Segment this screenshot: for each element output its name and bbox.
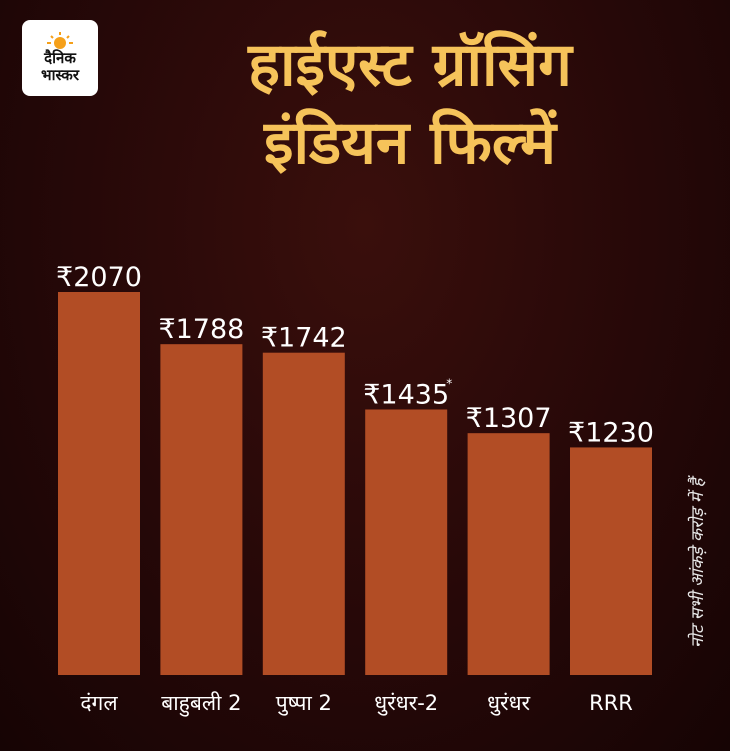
value-labels-group: ₹2070 ₹1788 ₹1742 ₹1435* ₹1307 ₹1230 [56,262,654,448]
page-title: हाईएस्ट ग्रॉसिंग इंडियन फिल्में [130,26,690,182]
value-label-4: ₹1307 [466,403,552,434]
bar-4 [467,433,550,675]
title-line-2: इंडियन फिल्में [264,108,556,178]
value-label-5: ₹1230 [568,417,654,448]
category-label-2: पुष्पा 2 [276,691,332,716]
bar-1 [160,344,243,675]
asterisk-mark: * [446,376,452,390]
value-label-1: ₹1788 [158,314,244,345]
title-line-1: हाईएस्ट ग्रॉसिंग [248,30,572,100]
category-label-5: RRR [589,691,633,715]
category-label-0: दंगल [80,691,118,715]
dainik-bhaskar-logo: दैनिक भास्कर [22,20,98,96]
bar-2 [262,352,345,675]
bars-group [58,292,652,675]
category-label-4: धुरंधर [487,691,530,716]
logo-text-line2: भास्कर [41,66,79,84]
sun-logo-icon [47,32,73,49]
bar-5 [570,447,652,675]
value-label-2: ₹1742 [261,323,347,354]
category-labels-group: दंगल बाहुबली 2 पुष्पा 2 धुरंधर-2 धुरंधर RRR [80,691,633,717]
category-label-3: धुरंधर-2 [374,691,438,716]
value-label-0: ₹2070 [56,262,142,293]
value-label-3: ₹1435 [363,379,449,410]
unit-note: नोट सभी आंकड़े करोड़ में हैं [687,475,708,648]
logo-text-line1: दैनिक [44,49,76,67]
bar-0 [58,292,140,675]
bar-3 [365,409,448,675]
category-label-1: बाहुबली 2 [161,691,241,717]
